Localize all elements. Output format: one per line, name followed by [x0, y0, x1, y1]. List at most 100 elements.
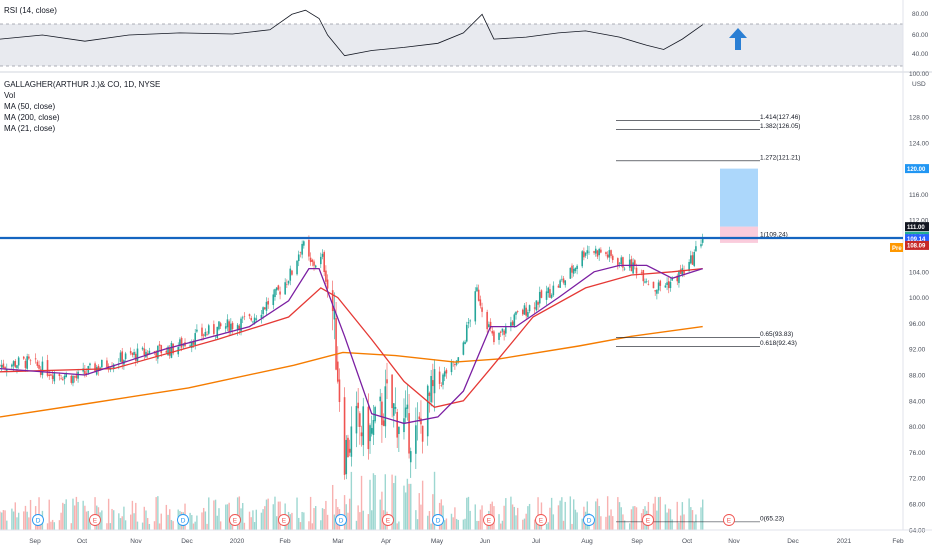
- volume-bar: [537, 497, 539, 530]
- candle-body: [308, 239, 310, 257]
- candle-body: [196, 329, 198, 332]
- volume-bar: [2, 510, 5, 530]
- candle-body: [600, 249, 602, 253]
- candle: [252, 320, 254, 324]
- time-axis[interactable]: Sep Oct Nov Dec 2020 Feb Mar Apr May Jun Jul Aug Sep…: [29, 538, 904, 545]
- volume-bar: [545, 523, 548, 530]
- candle-body: [219, 323, 222, 327]
- candle-body: [194, 333, 196, 346]
- volume-bar: [552, 514, 555, 530]
- time-axis-label: Jun: [480, 538, 491, 545]
- indicator-vol[interactable]: Vol: [4, 91, 15, 100]
- candle: [289, 265, 292, 286]
- volume-bar: [659, 496, 661, 530]
- volume-bar: [331, 484, 334, 530]
- candle-body: [608, 250, 611, 258]
- candle: [284, 278, 286, 295]
- candle-body: [155, 352, 157, 357]
- candle: [516, 310, 519, 314]
- dividend-event-icon[interactable]: D: [335, 514, 347, 526]
- volume-bar: [408, 483, 410, 530]
- rsi-pane: RSI (14, close) 80.00 60.00 40.00: [0, 6, 929, 67]
- candle: [549, 283, 551, 298]
- earnings-event-icon[interactable]: E: [535, 514, 547, 526]
- volume-bar: [617, 497, 619, 530]
- earnings-event-icon[interactable]: E: [483, 514, 495, 526]
- price-tick: 104.00: [909, 269, 929, 276]
- candle: [652, 281, 655, 289]
- volume-bar: [347, 512, 349, 530]
- position-target-zone[interactable]: [720, 168, 758, 227]
- volume-bar: [533, 519, 536, 530]
- earnings-event-icon[interactable]: E: [278, 514, 290, 526]
- earnings-event-icon[interactable]: E: [89, 514, 101, 526]
- candle: [219, 321, 222, 330]
- indicator-ma21[interactable]: MA (21, close): [4, 124, 55, 133]
- volume-bar: [146, 517, 149, 530]
- volume-bar: [516, 507, 519, 530]
- earnings-event-icon[interactable]: E: [723, 514, 735, 526]
- candle-body: [403, 418, 405, 433]
- earnings-event-icon[interactable]: E: [642, 514, 654, 526]
- earnings-event-icon[interactable]: E: [229, 514, 241, 526]
- volume-bar: [4, 510, 6, 530]
- dividend-event-icon[interactable]: D: [432, 514, 444, 526]
- candle-body: [688, 262, 690, 272]
- candle: [260, 309, 263, 324]
- volume-bar: [466, 497, 468, 530]
- candle: [73, 375, 76, 383]
- volume-bar: [522, 519, 524, 530]
- candle-body: [53, 372, 56, 382]
- candle: [481, 302, 483, 318]
- candle: [574, 267, 577, 274]
- indicator-ma50[interactable]: MA (50, close): [4, 102, 55, 111]
- volume-bar: [477, 520, 480, 530]
- candle: [5, 363, 8, 377]
- fibonacci-extension[interactable]: 1.414(127.46) 1.382(126.05) 1.272(121.21) 1…: [616, 114, 800, 522]
- candle: [600, 247, 602, 254]
- volume-bar: [457, 519, 459, 530]
- candle-body: [454, 364, 456, 366]
- event-letter: E: [233, 518, 238, 525]
- candle: [60, 374, 62, 380]
- dividend-event-icon[interactable]: D: [32, 514, 44, 526]
- candle: [172, 343, 174, 356]
- dividend-event-icon[interactable]: D: [177, 514, 189, 526]
- candle: [136, 343, 139, 364]
- candle: [41, 356, 44, 379]
- candle: [336, 346, 339, 384]
- candle-body: [379, 396, 382, 402]
- candle: [617, 257, 619, 270]
- candle: [357, 388, 359, 427]
- candle-body: [335, 318, 337, 370]
- currency-label: USD: [912, 81, 926, 88]
- candle-body: [700, 244, 702, 247]
- volume-bar: [372, 473, 375, 530]
- candle: [678, 270, 680, 288]
- candle: [610, 249, 612, 259]
- volume-bar: [160, 513, 162, 530]
- candle: [623, 266, 626, 271]
- earnings-event-icon[interactable]: E: [382, 514, 394, 526]
- candle: [469, 319, 471, 328]
- candle-body: [226, 319, 229, 328]
- price-axis[interactable]: 100.00 USD 128.00 124.00 116.00 112.00 104.0…: [890, 71, 929, 534]
- indicator-ma200[interactable]: MA (200, close): [4, 113, 60, 122]
- price-tick: 124.00: [909, 140, 929, 147]
- candle-body: [228, 321, 230, 333]
- candle: [679, 264, 682, 275]
- candle-body: [398, 426, 400, 435]
- candle: [690, 250, 692, 265]
- candle: [528, 304, 531, 314]
- dividend-event-icon[interactable]: D: [583, 514, 595, 526]
- position-stop-zone[interactable]: [720, 226, 758, 243]
- volume-bar: [309, 496, 312, 530]
- candle: [141, 346, 144, 351]
- candle: [569, 267, 572, 279]
- candle-body: [29, 360, 32, 362]
- volume-bar: [248, 511, 251, 530]
- volume-bar: [498, 514, 500, 530]
- candle-body: [179, 339, 181, 347]
- candle-body: [143, 348, 146, 355]
